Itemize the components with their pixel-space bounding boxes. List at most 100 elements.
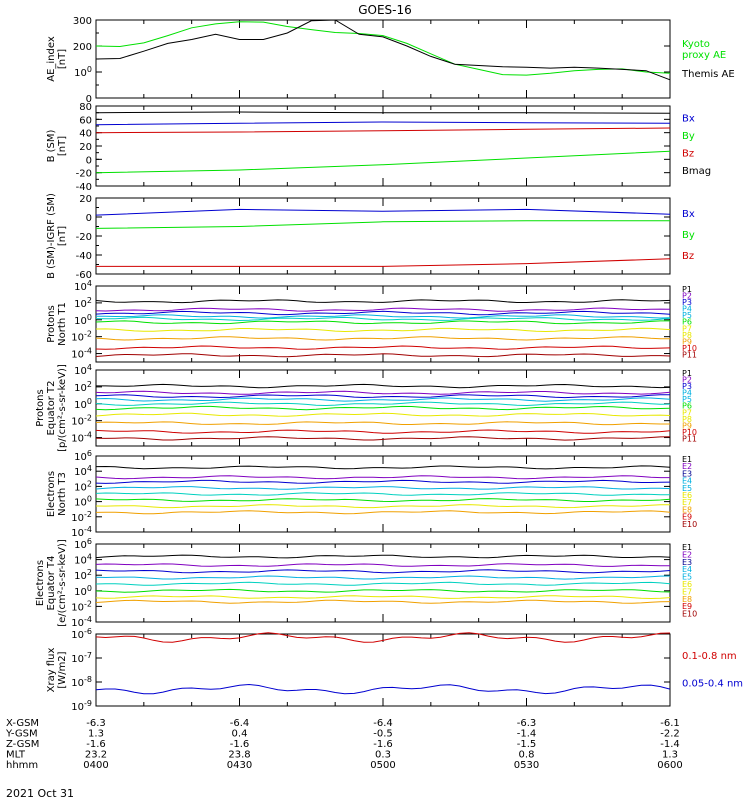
orbit-value: 0.8	[519, 750, 535, 761]
series-line	[95, 429, 671, 434]
legend-label: By	[682, 230, 695, 241]
y-tick-label: 300	[73, 16, 92, 27]
orbit-value: -1.4	[660, 739, 680, 750]
legend-label: Themis AE	[681, 69, 735, 80]
y-axis-label: Equator T4	[46, 556, 57, 611]
y-axis-label: Protons	[35, 389, 46, 426]
legend-label: P9	[682, 421, 692, 430]
y-tick-label: 10-4	[71, 525, 92, 539]
y-axis-label: [p/(cm²-s-sr-keV)]	[57, 364, 68, 452]
legend-label: P1	[682, 285, 692, 294]
y-tick-label: 100	[74, 65, 92, 79]
y-tick-label: 102	[74, 380, 92, 394]
y-tick-label: -20	[76, 169, 92, 180]
legend-label: P7	[682, 408, 692, 417]
orbit-value: -6.4	[230, 718, 250, 729]
y-tick-label: 10-8	[71, 675, 92, 689]
series-line	[95, 320, 670, 325]
y-tick-label: 10-4	[71, 347, 92, 361]
legend-label: P2	[682, 376, 692, 385]
series-line	[95, 220, 670, 229]
legend-label: Bz	[682, 251, 694, 262]
panel-frame	[95, 285, 671, 363]
legend-label: E9	[682, 602, 692, 611]
date-label: 2021 Oct 31	[6, 787, 74, 800]
panel-4: 10-4 10-2 100 102 104 Protons North T1 P1P2P3P4…	[46, 279, 697, 363]
y-axis-label: Xray flux	[46, 648, 57, 693]
series-line	[95, 595, 671, 600]
series-line	[95, 510, 671, 515]
y-tick-label: 20	[79, 194, 92, 205]
orbit-value: -6.1	[660, 718, 680, 729]
panel-5: 10-4 10-2 100 102 104 Protons Equator T2 [p/(cm…	[35, 363, 697, 452]
panel-frame	[95, 197, 671, 275]
y-axis-label: North T1	[57, 302, 68, 346]
legend-label: P11	[682, 350, 697, 359]
orbit-value: 1.3	[88, 729, 104, 740]
legend-label: E3	[682, 558, 692, 567]
legend-label: P10	[682, 428, 697, 437]
series-line	[95, 465, 671, 470]
legend-label: P8	[682, 415, 692, 424]
legend-label: 0.05-0.4 nm	[682, 679, 743, 690]
orbit-row-label: Y-GSM	[5, 729, 38, 740]
series-line	[95, 208, 671, 216]
legend-label: Bx	[682, 209, 695, 220]
legend-label: E4	[682, 477, 692, 486]
series-line	[95, 405, 671, 411]
series-line	[95, 327, 671, 333]
series-line	[95, 581, 671, 586]
legend-label: E5	[682, 484, 692, 493]
legend-label: Bmag	[682, 166, 711, 177]
y-tick-label: 0	[86, 213, 92, 224]
orbit-value: 0400	[83, 760, 108, 771]
legend-label: P2	[682, 292, 692, 301]
legend-label: By	[682, 131, 695, 142]
legend-label: P5	[682, 311, 692, 320]
series-line	[95, 401, 671, 407]
panel-8: 10-9 10-8 10-7 10-6 Xray flux [W/m2] 0.1-0.8 n…	[46, 627, 743, 713]
y-axis-label: Electrons	[35, 560, 46, 606]
orbit-value: -1.5	[517, 739, 537, 750]
legend-label: E8	[682, 595, 692, 604]
legend-label: E1	[682, 543, 692, 552]
y-axis-label: [nT]	[57, 226, 68, 246]
series-line	[95, 412, 671, 417]
y-tick-label: 10-9	[71, 699, 92, 713]
legend-label: P9	[682, 337, 692, 346]
orbit-row-label: hhmm	[6, 760, 38, 771]
legend-label: P11	[682, 434, 697, 443]
legend-label: E2	[682, 550, 692, 559]
legend-label: P3	[682, 382, 692, 391]
legend-label: E10	[682, 610, 697, 619]
legend-label: P4	[682, 389, 692, 398]
legend-label: Bz	[682, 148, 694, 159]
chart-title: GOES-16	[358, 3, 412, 17]
legend-label: E2	[682, 462, 692, 471]
y-tick-label: 60	[79, 115, 92, 126]
series-line	[95, 599, 671, 604]
series-line	[95, 397, 671, 402]
legend-label: E1	[682, 455, 692, 464]
series-line	[95, 479, 671, 484]
series-line	[95, 316, 671, 322]
y-tick-label: -40	[76, 251, 92, 262]
orbit-value: 0.3	[375, 750, 391, 761]
y-tick-label: -60	[76, 270, 92, 281]
legend-label: P8	[682, 331, 692, 340]
legend-label: E10	[682, 520, 697, 529]
series-line	[95, 345, 671, 350]
legend-label: E4	[682, 565, 692, 574]
orbit-value: -1.6	[230, 739, 250, 750]
series-line	[95, 121, 671, 126]
legend-label: proxy AE	[682, 50, 726, 61]
y-tick-label: 104	[74, 363, 92, 377]
series-line	[95, 314, 671, 319]
orbit-value: 0600	[657, 760, 682, 771]
legend-label: E5	[682, 573, 692, 582]
panel-2: -40 -20 0 20 40 60 80 B (SM) [nT] Bx By Bz Bmag	[46, 102, 711, 193]
orbit-row-label: MLT	[6, 750, 26, 761]
series-line	[96, 383, 671, 389]
orbit-row-label: X-GSM	[6, 718, 39, 729]
